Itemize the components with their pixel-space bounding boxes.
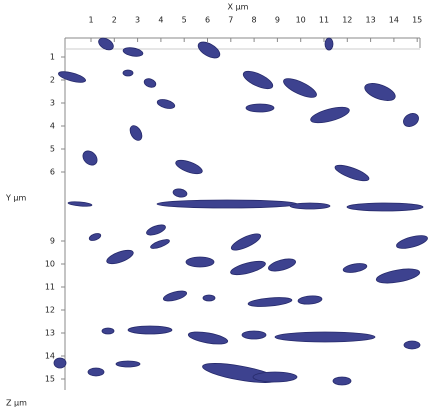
blob [230, 260, 266, 276]
blob [106, 249, 134, 265]
blob [283, 78, 317, 98]
blob [58, 71, 86, 83]
y-tick-label: 6 [50, 168, 55, 177]
blob [143, 78, 157, 88]
blob [197, 41, 221, 59]
y-tick-label: 14 [45, 352, 55, 361]
blob [127, 325, 173, 335]
y-tick-label: 1 [50, 53, 55, 62]
blob [245, 103, 275, 113]
blob [53, 357, 67, 369]
y-axis-title: Y µm [5, 194, 27, 203]
y-tick-label: 9 [50, 237, 55, 246]
blobs [53, 37, 428, 386]
blob [185, 256, 215, 268]
y-tick-label: 5 [50, 145, 55, 154]
blob [230, 233, 262, 251]
blob [115, 360, 141, 368]
x-tick-label: 12 [342, 16, 352, 25]
blob [82, 150, 98, 166]
blob [156, 199, 298, 209]
y-tick-label: 13 [45, 329, 55, 338]
y-tick-label: 15 [45, 375, 55, 384]
blob [252, 371, 298, 383]
x-tick-label: 10 [296, 16, 306, 25]
x-tick-label: 5 [182, 16, 187, 25]
blob [364, 83, 396, 101]
blob [156, 99, 176, 109]
blob [342, 263, 368, 273]
blob [274, 331, 376, 343]
blob [332, 376, 352, 386]
x-tick-label: 9 [275, 16, 280, 25]
blob [346, 202, 424, 212]
blob [403, 340, 421, 350]
blob [310, 106, 350, 124]
x-tick-label: 6 [205, 16, 210, 25]
y-tick-label: 2 [50, 76, 55, 85]
blob [324, 37, 334, 51]
blob [98, 37, 114, 51]
blob [242, 70, 274, 90]
x-tick-label: 7 [228, 16, 233, 25]
blob [129, 125, 143, 141]
blob [162, 290, 188, 302]
blob [88, 233, 102, 241]
x-tick-label: 4 [158, 16, 163, 25]
x-tick-label: 2 [112, 16, 117, 25]
blob [150, 239, 170, 249]
blob [146, 224, 166, 236]
y-tick-label: 10 [45, 260, 55, 269]
blob [241, 330, 267, 340]
blob [297, 295, 323, 305]
blob [396, 235, 428, 249]
y-tick-label: 3 [50, 99, 55, 108]
blob [67, 201, 93, 207]
y-tick-label: 4 [50, 122, 55, 131]
blob [122, 47, 144, 57]
x-tick-label: 15 [412, 16, 422, 25]
blob [187, 331, 229, 345]
x-axis-title: X µm [228, 3, 249, 12]
blob [289, 202, 331, 210]
y-tick-label: 11 [45, 283, 55, 292]
x-tick-label: 1 [88, 16, 93, 25]
x-tick-label: 13 [366, 16, 376, 25]
blob [268, 258, 296, 272]
z-axis-title: Z µm [6, 399, 27, 408]
blob [175, 159, 203, 175]
blob [172, 188, 188, 198]
x-tick-label: 14 [389, 16, 399, 25]
blob [403, 113, 419, 127]
x-tick-label: 8 [252, 16, 257, 25]
blob [247, 297, 293, 307]
blob [202, 294, 216, 302]
y-tick-label: 12 [45, 306, 55, 315]
blob [87, 367, 105, 377]
blob [334, 164, 370, 182]
x-tick-label: 11 [319, 16, 329, 25]
x-tick-label: 3 [135, 16, 140, 25]
blob [375, 268, 421, 284]
frame [64, 37, 421, 390]
blob [122, 69, 134, 77]
blob [101, 327, 115, 335]
